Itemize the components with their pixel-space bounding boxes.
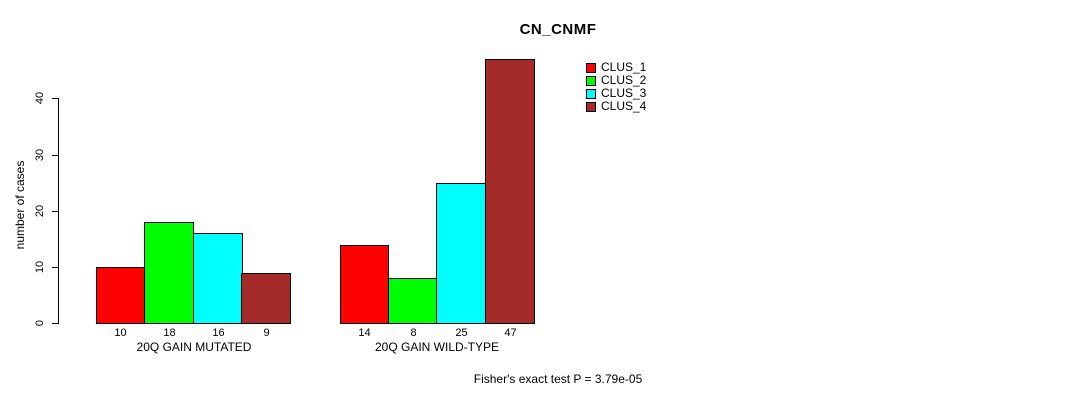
bar-count-label: 47: [504, 327, 517, 339]
bar-count-label: 18: [163, 327, 176, 339]
bar-clus-2: [388, 278, 438, 324]
bar-count-label: 10: [114, 327, 127, 339]
bar-clus-1: [96, 267, 145, 324]
bar-count-label: 16: [212, 327, 225, 339]
legend-label: CLUS_2: [601, 73, 647, 87]
y-tick-label: 10: [34, 260, 46, 274]
legend-label: CLUS_3: [601, 86, 647, 100]
y-tick-label: 20: [34, 204, 46, 218]
y-tick-mark: [52, 155, 59, 156]
bar-clus-4: [485, 59, 535, 324]
legend-item: CLUS_2: [586, 74, 646, 87]
legend-item: CLUS_1: [586, 61, 646, 74]
chart-title: CN_CNMF: [519, 21, 597, 38]
group-label: 20Q GAIN WILD-TYPE: [374, 340, 500, 354]
y-axis-label: number of cases: [13, 160, 27, 250]
legend-label: CLUS_1: [601, 60, 647, 74]
bar-count-label: 8: [410, 327, 417, 339]
fisher-test-annotation: Fisher's exact test P = 3.79e-05: [473, 372, 643, 386]
bar-count-label: 9: [263, 327, 270, 339]
bar-count-label: 14: [358, 327, 371, 339]
y-tick-label: 30: [34, 148, 46, 162]
y-tick-mark: [52, 98, 59, 99]
legend-item: CLUS_3: [586, 87, 646, 100]
legend-swatch: [586, 101, 596, 112]
bar-clus-3: [436, 183, 486, 324]
group-label: 20Q GAIN MUTATED: [136, 340, 252, 354]
bar-clus-4: [241, 273, 291, 324]
bar-count-label: 25: [455, 327, 468, 339]
legend-item: CLUS_4: [586, 100, 646, 113]
y-tick-mark: [52, 323, 59, 324]
bar-clus-2: [144, 222, 194, 324]
legend-swatch: [586, 88, 596, 99]
y-tick-mark: [52, 267, 59, 268]
y-tick-label: 40: [34, 91, 46, 105]
legend: CLUS_1 CLUS_2 CLUS_3 CLUS_4: [586, 61, 646, 113]
legend-swatch: [586, 75, 596, 86]
bar-clus-3: [193, 233, 243, 324]
bar-clus-1: [340, 245, 389, 324]
legend-swatch: [586, 62, 596, 73]
y-tick-label: 0: [34, 319, 46, 327]
legend-label: CLUS_4: [601, 99, 647, 113]
y-tick-mark: [52, 211, 59, 212]
